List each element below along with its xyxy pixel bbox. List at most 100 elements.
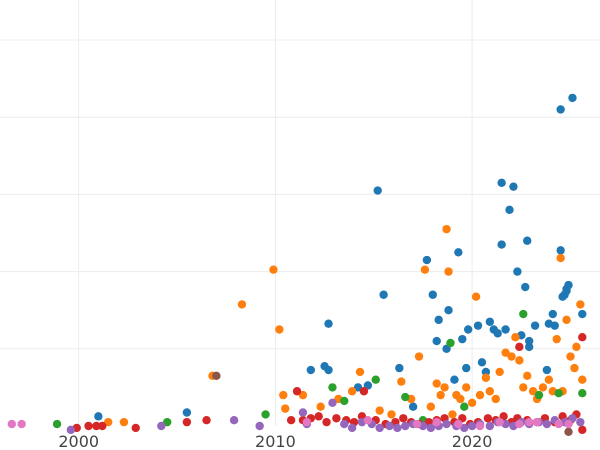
- point-blue-51: [564, 280, 573, 290]
- point-blue-40: [530, 321, 540, 330]
- point-green-9: [460, 402, 469, 411]
- point-pink-12: [554, 419, 563, 429]
- point-blue-33: [509, 182, 518, 191]
- point-pink-11: [532, 417, 542, 427]
- point-orange-54: [576, 300, 585, 309]
- point-orange-39: [515, 356, 524, 365]
- point-purple-7: [340, 419, 349, 429]
- point-blue-1: [182, 408, 192, 417]
- point-orange-14: [387, 410, 396, 419]
- point-pink-2: [302, 417, 312, 427]
- point-blue-18: [450, 375, 459, 384]
- point-blue-26: [485, 317, 495, 326]
- point-orange-19: [426, 402, 436, 411]
- point-pink-6: [454, 419, 463, 429]
- point-blue-25: [481, 367, 491, 377]
- point-orange-28: [462, 383, 471, 392]
- point-red-11: [314, 412, 323, 421]
- point-red-36: [515, 342, 524, 352]
- point-orange-35: [495, 367, 504, 377]
- point-red-17: [359, 387, 369, 396]
- point-blue-23: [473, 321, 483, 330]
- point-pink-8: [495, 417, 504, 427]
- point-blue-0: [94, 412, 103, 421]
- series-brown: [212, 371, 573, 436]
- point-orange-23: [442, 224, 451, 234]
- point-orange-17: [414, 352, 424, 361]
- point-orange-55: [578, 375, 587, 384]
- point-blue-10: [395, 363, 404, 373]
- x-tick-label-2000: 2000: [58, 432, 99, 450]
- point-purple-19: [442, 419, 451, 429]
- data-points: [7, 93, 587, 436]
- point-blue-19: [454, 248, 463, 257]
- point-purple-2: [229, 416, 239, 425]
- point-purple-0: [66, 425, 76, 435]
- point-orange-38: [511, 333, 520, 342]
- point-blue-52: [568, 93, 577, 103]
- x-tick-label-2010: 2010: [255, 432, 296, 450]
- point-purple-1: [157, 421, 166, 431]
- point-green-2: [261, 410, 270, 419]
- point-orange-29: [467, 398, 477, 408]
- point-orange-25: [448, 410, 457, 419]
- point-orange-34: [491, 394, 500, 404]
- point-orange-50: [562, 315, 571, 325]
- point-blue-43: [548, 309, 557, 319]
- point-orange-12: [355, 367, 365, 377]
- point-blue-29: [497, 178, 506, 188]
- point-orange-27: [456, 394, 465, 404]
- point-orange-45: [544, 375, 554, 384]
- point-pink-0: [7, 419, 17, 429]
- point-orange-31: [475, 390, 485, 400]
- point-red-1: [84, 421, 93, 431]
- point-blue-22: [463, 325, 473, 334]
- point-red-8: [292, 387, 302, 396]
- point-orange-44: [538, 383, 548, 392]
- point-orange-22: [440, 383, 449, 392]
- point-blue-9: [379, 290, 388, 299]
- point-blue-36: [521, 282, 530, 292]
- point-blue-44: [550, 321, 559, 330]
- point-blue-38: [524, 342, 534, 352]
- point-blue-41: [542, 365, 552, 375]
- point-orange-5: [275, 325, 284, 334]
- point-blue-14: [432, 336, 441, 346]
- point-blue-8: [373, 186, 382, 195]
- point-green-11: [534, 390, 544, 400]
- series-blue: [94, 93, 587, 421]
- series-pink: [7, 416, 573, 431]
- point-purple-3: [255, 421, 264, 431]
- point-red-5: [182, 417, 192, 427]
- point-red-7: [286, 416, 296, 425]
- point-red-21: [399, 414, 408, 423]
- point-orange-40: [519, 383, 528, 392]
- point-purple-22: [467, 421, 477, 431]
- point-green-3: [328, 383, 337, 392]
- point-blue-2: [306, 365, 316, 375]
- point-orange-7: [281, 404, 290, 413]
- point-red-4: [131, 423, 140, 433]
- point-orange-20: [432, 379, 441, 388]
- point-orange-9: [316, 402, 325, 411]
- series-red: [72, 333, 587, 435]
- point-red-6: [202, 416, 211, 425]
- point-orange-32: [481, 373, 491, 382]
- point-purple-4: [298, 408, 308, 417]
- point-orange-33: [485, 387, 495, 396]
- point-orange-4: [269, 265, 278, 274]
- point-pink-9: [515, 419, 524, 429]
- point-purple-8: [347, 423, 357, 433]
- point-orange-47: [552, 334, 561, 344]
- point-purple-31: [542, 419, 552, 429]
- point-brown-0: [212, 371, 221, 381]
- point-blue-13: [428, 290, 437, 299]
- point-pink-13: [564, 419, 573, 429]
- x-tick-labels: 2000 2010 2020: [58, 432, 492, 450]
- point-blue-31: [501, 325, 510, 334]
- point-green-4: [340, 396, 349, 406]
- point-blue-17: [444, 306, 453, 315]
- point-orange-52: [570, 363, 579, 373]
- point-purple-6: [328, 398, 337, 408]
